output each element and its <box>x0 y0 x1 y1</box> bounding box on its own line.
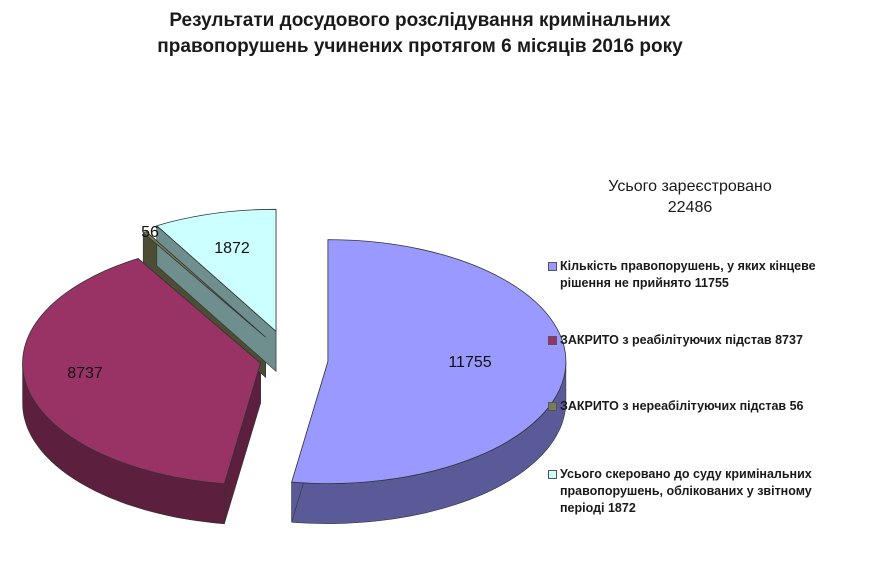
total-label: Усього зареєстровано <box>608 178 772 195</box>
data-label: 8737 <box>67 365 103 382</box>
legend-label: Усього скеровано до суду кримінальних пр… <box>560 467 812 515</box>
legend-label: Кількість правопорушень, у яких кінцеве … <box>560 259 816 290</box>
total-registered: Усього зареєстровано 22486 <box>600 176 780 218</box>
legend-swatch <box>548 262 557 271</box>
legend-swatch <box>548 402 557 411</box>
legend-label: ЗАКРИТО з нереабілітуючих підстав 56 <box>560 399 804 413</box>
data-label: 1872 <box>214 240 250 257</box>
chart-title-line: Результати досудового розслідування крим… <box>169 10 671 31</box>
legend-swatch <box>548 470 557 479</box>
pie-slice <box>22 258 262 485</box>
chart-title-line: правопорушень учинених протягом 6 місяці… <box>157 36 683 57</box>
legend-label: ЗАКРИТО з реабілітуючих підстав 8737 <box>560 333 803 347</box>
legend-swatch <box>548 336 557 345</box>
pie-slice <box>142 231 266 338</box>
data-label: 11755 <box>448 354 491 371</box>
pie-slice <box>291 239 567 484</box>
pie-slice <box>155 208 277 333</box>
total-value: 22486 <box>667 199 713 216</box>
data-label: 56 <box>141 224 159 241</box>
chart-title: Результати досудового розслідування крим… <box>120 8 720 60</box>
